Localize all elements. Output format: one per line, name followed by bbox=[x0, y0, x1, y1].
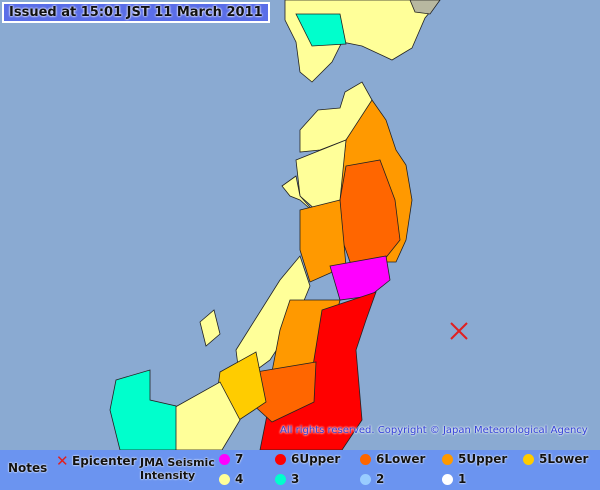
legend-scale-title-2: Intensity bbox=[140, 469, 196, 482]
intensity-5upper-label: 5Upper bbox=[458, 452, 508, 466]
intensity-6lower-label: 6Lower bbox=[376, 452, 426, 466]
legend-epicenter-label: Epicenter bbox=[72, 454, 137, 468]
issued-time-label: Issued at 15:01 JST 11 March 2011 bbox=[2, 2, 270, 23]
region-sado bbox=[199, 309, 221, 347]
copyright-notice: All rights reserved. Copyright © Japan M… bbox=[280, 425, 588, 436]
region-hokkaido-3 bbox=[295, 13, 347, 47]
intensity-1-label: 1 bbox=[458, 472, 467, 486]
intensity-6upper-swatch bbox=[275, 454, 286, 465]
intensity-3-label: 3 bbox=[291, 472, 300, 486]
intensity-6upper-label: 6Upper bbox=[291, 452, 341, 466]
intensity-4-label: 4 bbox=[235, 472, 244, 486]
region-miyagi bbox=[329, 255, 391, 301]
intensity-2-swatch bbox=[360, 474, 371, 485]
intensity-7-swatch bbox=[219, 454, 230, 465]
intensity-5lower-label: 5Lower bbox=[539, 452, 589, 466]
legend-scale-title: JMA Seismic bbox=[140, 456, 215, 469]
intensity-5lower-swatch bbox=[523, 454, 534, 465]
legend-bar: Notes ✕ Epicenter JMA Seismic Intensity … bbox=[0, 450, 600, 490]
intensity-7-label: 7 bbox=[235, 452, 244, 466]
intensity-1-swatch bbox=[442, 474, 453, 485]
intensity-6lower-swatch bbox=[360, 454, 371, 465]
epicenter-icon: ✕ bbox=[56, 452, 69, 470]
region-hokuriku-3 bbox=[109, 369, 177, 450]
region-hokkaido-east bbox=[409, 0, 441, 15]
intensity-3-swatch bbox=[275, 474, 286, 485]
epicenter-marker bbox=[450, 322, 468, 340]
region-akita-coast bbox=[281, 175, 317, 215]
intensity-4-swatch bbox=[219, 474, 230, 485]
legend-notes-label: Notes bbox=[8, 461, 48, 475]
intensity-5upper-swatch bbox=[442, 454, 453, 465]
intensity-map bbox=[109, 0, 468, 450]
intensity-2-label: 2 bbox=[376, 472, 385, 486]
region-yamagata bbox=[299, 199, 347, 283]
